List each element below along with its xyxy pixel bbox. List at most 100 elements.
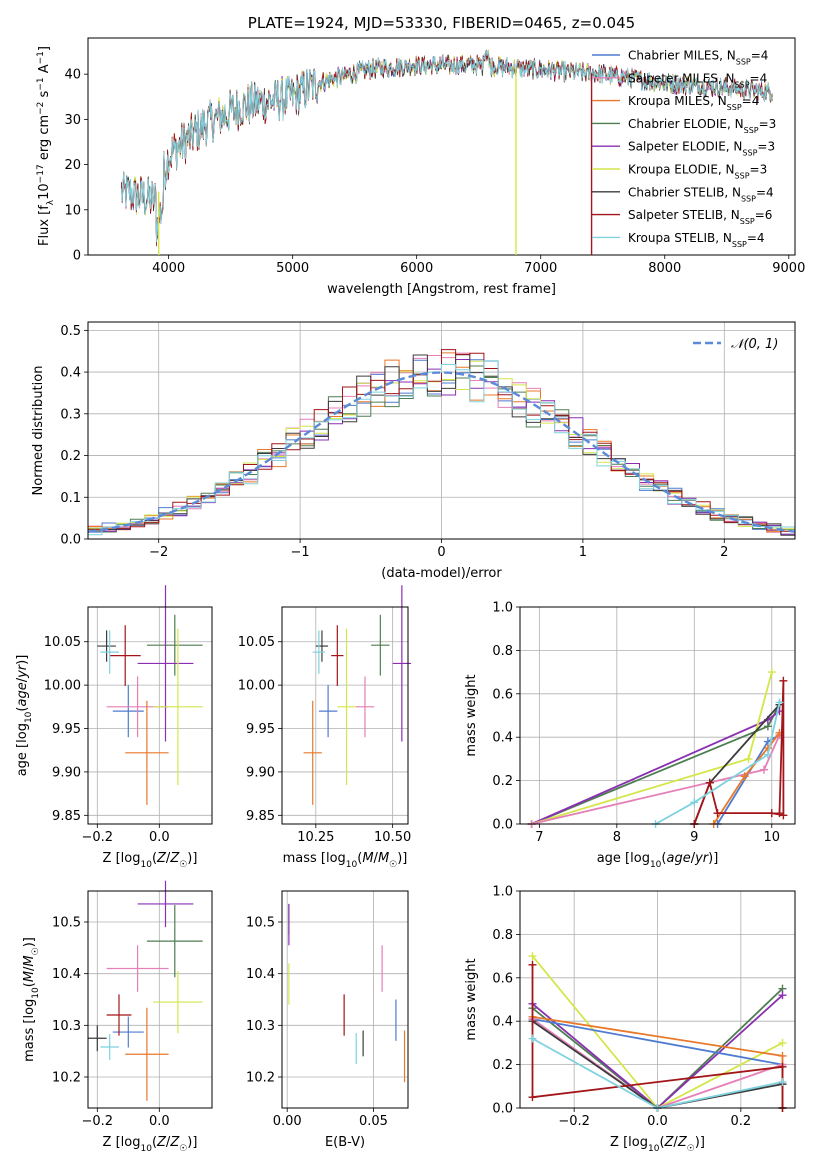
x-axis-label: mass [log10(M/M☉)] — [283, 851, 408, 870]
legend-subscript: SSP — [736, 57, 751, 66]
x-axis-label: Z [log10(Z/Z☉)] — [103, 1135, 198, 1154]
y-tick-label: 0.8 — [492, 928, 513, 943]
legend-entry: Salpeter ELODIE, NSSP=3 — [628, 140, 775, 158]
y-axis-label: mass [log10(M/M☉)] — [22, 937, 41, 1062]
label-part: ( — [15, 707, 30, 712]
y-tick-label: 0.2 — [60, 449, 81, 464]
label-part: mass [log — [22, 999, 37, 1062]
y-tick-label: 10.05 — [44, 635, 81, 650]
legend-series-name: Salpeter MILES — [628, 71, 718, 85]
legend-count: 3 — [767, 140, 775, 154]
y-tick-label: 9.95 — [246, 722, 275, 737]
mass-vs-extinction-panel: 0.00 0.05 10.2 10.3 10.4 10.5 E(B-V) — [246, 890, 409, 1150]
normal-curve — [87, 371, 796, 533]
y-tick-label: 0.0 — [492, 818, 513, 833]
label-part: yr — [15, 663, 30, 679]
y-tick-label: 9.85 — [52, 809, 81, 824]
x-axis-label: wavelength [Angstrom, rest frame] — [327, 282, 556, 297]
legend-sep: , N — [724, 185, 741, 199]
legend-eq: = — [742, 94, 752, 108]
legend-sep: , N — [723, 208, 740, 222]
label-part: 10 — [650, 860, 662, 870]
x-tick-label: 6000 — [400, 261, 433, 276]
legend-eq: = — [755, 208, 765, 222]
label-part: M — [22, 971, 37, 982]
label-part: M — [362, 851, 373, 866]
label-part: erg cm — [37, 115, 52, 164]
weight-marker — [713, 809, 722, 818]
label-part: Z — [169, 851, 180, 866]
label-part: )] — [397, 851, 407, 866]
y-tick-label: 10.2 — [246, 1071, 275, 1086]
label-part: Z — [156, 1135, 167, 1150]
legend-entry: Kroupa STELIB, NSSP=4 — [628, 231, 765, 249]
label-part: 10 — [648, 1144, 660, 1154]
legend-sep: , N — [710, 94, 727, 108]
x-tick-label: 0.05 — [359, 1114, 388, 1129]
y-tick-label: 10.3 — [246, 1019, 275, 1034]
weight-marker — [779, 676, 788, 685]
label-part: age — [666, 851, 690, 866]
plot-frame — [87, 37, 796, 256]
legend-series-name: Chabrier ELODIE — [628, 117, 727, 131]
legend-count: 4 — [761, 49, 769, 63]
legend-eq: = — [757, 140, 767, 154]
label-part: 10 — [140, 860, 152, 870]
label-part: )] — [22, 937, 37, 947]
legend-entry: Salpeter MILES, NSSP=4 — [628, 71, 767, 89]
x-tick-label: 9000 — [772, 261, 805, 276]
label-part: / — [166, 1135, 171, 1150]
legend-series-name: Kroupa STELIB — [628, 231, 715, 245]
weight-marker — [528, 1093, 537, 1102]
y-tick-label: 20 — [64, 158, 81, 173]
label-part: ( — [22, 982, 37, 987]
spectrum-panel: 4000 5000 6000 7000 8000 9000 0 10 20 30 40 PLATE=1… — [36, 14, 805, 297]
weight-marker — [778, 1038, 787, 1047]
y-tick-label: 0.4 — [492, 1015, 513, 1030]
weight-marker — [778, 1062, 787, 1071]
y-tick-label: 0.5 — [60, 324, 81, 339]
y-tick-label: 0.6 — [492, 971, 513, 986]
weight-series-line — [655, 702, 781, 825]
label-part: ( — [661, 851, 666, 866]
label-part: / — [166, 851, 171, 866]
y-tick-label: 40 — [64, 68, 81, 83]
label-part: / — [691, 851, 696, 866]
y-axis-label: Normed distribution — [31, 366, 46, 496]
legend-entry: Kroupa ELODIE, NSSP=3 — [628, 163, 767, 181]
legend-entry: Chabrier ELODIE, NSSP=3 — [628, 117, 776, 134]
weight-marker — [760, 765, 769, 774]
weight-series-line — [693, 680, 785, 825]
label-part: 10 — [346, 860, 358, 870]
legend-entry: Chabrier STELIB, NSSP=4 — [628, 185, 774, 203]
y-tick-label: 10 — [64, 203, 81, 218]
label-part: M — [22, 955, 37, 966]
x-tick-label: 7 — [535, 830, 543, 845]
plot-frame — [87, 890, 213, 1109]
weight-marker — [763, 750, 772, 759]
label-part: )] — [708, 851, 718, 866]
x-tick-label: −0.2 — [82, 830, 114, 845]
y-tick-label: 10.05 — [238, 635, 275, 650]
y-axis-label: mass weight — [464, 958, 479, 1040]
legend-count: 4 — [760, 71, 768, 85]
weight-vs-metallicity-panel: −0.2 0.0 0.20.00.20.40.60.81.0Z [log10(Z/Z… — [464, 885, 796, 1154]
y-tick-label: 0.0 — [60, 533, 81, 548]
y-tick-label: 1.0 — [492, 885, 513, 900]
x-tick-label: 9 — [690, 830, 698, 845]
weight-marker — [690, 798, 699, 807]
label-part: ( — [659, 1135, 664, 1150]
label-part: ( — [152, 851, 157, 866]
legend-eq: = — [756, 185, 766, 199]
label-part: mass [log — [283, 851, 346, 866]
x-tick-label: −0.2 — [82, 1114, 114, 1129]
label-part: ☉ — [31, 947, 41, 955]
label-part: Flux [f — [37, 205, 52, 246]
weight-marker — [528, 1034, 537, 1043]
age-vs-mass-panel: 10.25 10.50 9.85 9.90 9.95 10.00 10.05 mass [lo… — [238, 585, 411, 870]
legend-sep: , N — [726, 140, 743, 154]
legend-eq: = — [750, 163, 760, 177]
weight-marker — [778, 991, 787, 1000]
plot-frame — [519, 890, 796, 1109]
x-tick-label: 5000 — [276, 261, 309, 276]
